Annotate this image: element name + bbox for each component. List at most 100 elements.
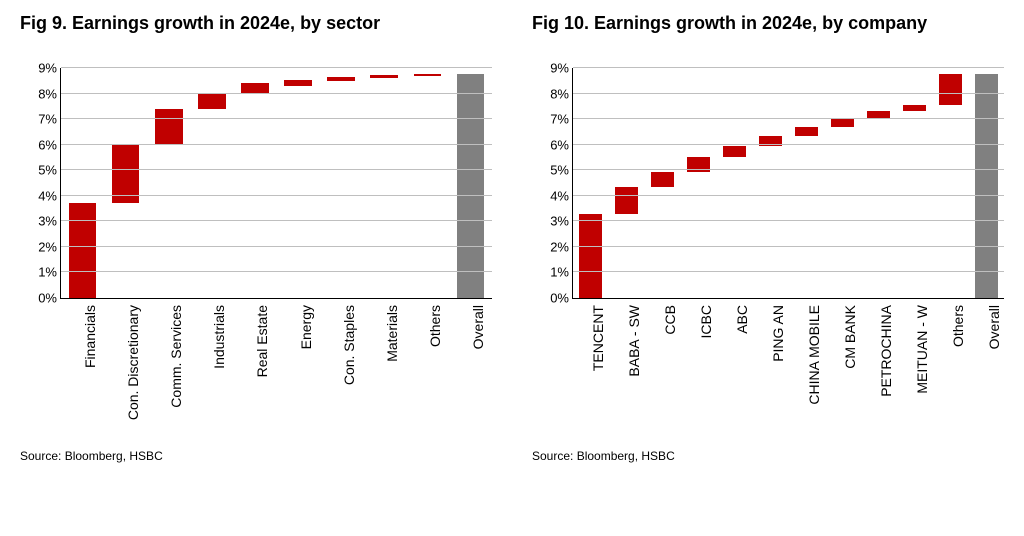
grid-line bbox=[61, 246, 492, 247]
x-tick-label: CCB bbox=[644, 305, 680, 445]
bar bbox=[69, 203, 97, 298]
bar-slot bbox=[61, 68, 104, 298]
grid-line bbox=[573, 67, 1004, 68]
y-tick-label: 6% bbox=[21, 137, 57, 152]
bar-slot bbox=[104, 68, 147, 298]
x-tick-label: Energy bbox=[276, 305, 319, 445]
grid-line bbox=[61, 271, 492, 272]
grid-line bbox=[573, 195, 1004, 196]
x-tick-label: Comm. Services bbox=[146, 305, 189, 445]
y-tick-label: 5% bbox=[21, 163, 57, 178]
grid-line bbox=[573, 169, 1004, 170]
y-tick-label: 2% bbox=[21, 239, 57, 254]
x-tick-label: TENCENT bbox=[572, 305, 608, 445]
bar bbox=[723, 146, 746, 158]
bar-slot bbox=[896, 68, 932, 298]
panels-row: Fig 9. Earnings growth in 2024e, by sect… bbox=[20, 12, 1004, 463]
bar-slot bbox=[753, 68, 789, 298]
x-tick-label: Overall bbox=[968, 305, 1004, 445]
bar bbox=[903, 105, 926, 111]
bar bbox=[975, 74, 998, 298]
bar-slot bbox=[190, 68, 233, 298]
x-tick-label: Real Estate bbox=[233, 305, 276, 445]
x-tick-label: PETROCHINA bbox=[860, 305, 896, 445]
grid-line bbox=[573, 93, 1004, 94]
y-tick-label: 0% bbox=[533, 291, 569, 306]
bar-slot bbox=[860, 68, 896, 298]
bar bbox=[198, 94, 226, 109]
grid-line bbox=[573, 144, 1004, 145]
x-tick-label: MEITUAN - W bbox=[896, 305, 932, 445]
fig9-bars bbox=[61, 68, 492, 298]
y-tick-label: 4% bbox=[21, 188, 57, 203]
bar-slot bbox=[233, 68, 276, 298]
x-tick-label: Con. Staples bbox=[319, 305, 362, 445]
x-tick-label: PING AN bbox=[752, 305, 788, 445]
y-tick-label: 9% bbox=[21, 61, 57, 76]
y-tick-label: 5% bbox=[533, 163, 569, 178]
y-tick-label: 1% bbox=[21, 265, 57, 280]
grid-line bbox=[573, 118, 1004, 119]
y-tick-label: 0% bbox=[21, 291, 57, 306]
fig10-plot bbox=[573, 68, 1004, 298]
bar-slot bbox=[363, 68, 406, 298]
x-tick-label: Others bbox=[406, 305, 449, 445]
y-tick-label: 3% bbox=[533, 214, 569, 229]
y-tick-label: 7% bbox=[21, 112, 57, 127]
bar bbox=[370, 75, 398, 78]
bar-slot bbox=[932, 68, 968, 298]
grid-line bbox=[61, 169, 492, 170]
bar-slot bbox=[968, 68, 1004, 298]
fig10-title: Fig 10. Earnings growth in 2024e, by com… bbox=[532, 12, 1004, 58]
y-tick-label: 4% bbox=[533, 188, 569, 203]
x-tick-label: BABA - SW bbox=[608, 305, 644, 445]
fig9-source: Source: Bloomberg, HSBC bbox=[20, 449, 492, 463]
bar-slot bbox=[276, 68, 319, 298]
x-tick-label: Financials bbox=[60, 305, 103, 445]
x-tick-label: Industrials bbox=[190, 305, 233, 445]
bar bbox=[795, 127, 818, 136]
fig9-plot bbox=[61, 68, 492, 298]
fig10-xlabels: TENCENTBABA - SWCCBICBCABCPING ANCHINA M… bbox=[572, 305, 1004, 445]
grid-line bbox=[61, 195, 492, 196]
bar bbox=[615, 187, 638, 214]
bar-slot bbox=[573, 68, 609, 298]
fig10-source: Source: Bloomberg, HSBC bbox=[532, 449, 1004, 463]
fig9-panel: Fig 9. Earnings growth in 2024e, by sect… bbox=[20, 12, 492, 463]
grid-line bbox=[61, 118, 492, 119]
bar-slot bbox=[645, 68, 681, 298]
x-tick-label: CM BANK bbox=[824, 305, 860, 445]
x-tick-label: CHINA MOBILE bbox=[788, 305, 824, 445]
y-tick-label: 8% bbox=[533, 86, 569, 101]
bar bbox=[651, 172, 674, 187]
fig10-panel: Fig 10. Earnings growth in 2024e, by com… bbox=[532, 12, 1004, 463]
fig9-chart: 0%1%2%3%4%5%6%7%8%9% bbox=[60, 68, 492, 299]
fig9-xlabels: FinancialsCon. DiscretionaryComm. Servic… bbox=[60, 305, 492, 445]
y-tick-label: 6% bbox=[533, 137, 569, 152]
y-tick-label: 1% bbox=[533, 265, 569, 280]
bar bbox=[284, 80, 312, 86]
bar bbox=[457, 74, 485, 298]
grid-line bbox=[61, 93, 492, 94]
fig9-title: Fig 9. Earnings growth in 2024e, by sect… bbox=[20, 12, 492, 58]
bar-slot bbox=[717, 68, 753, 298]
x-tick-label: Materials bbox=[362, 305, 405, 445]
bar-slot bbox=[406, 68, 449, 298]
x-tick-label: Others bbox=[932, 305, 968, 445]
bar bbox=[414, 74, 442, 77]
y-tick-label: 2% bbox=[533, 239, 569, 254]
y-tick-label: 3% bbox=[21, 214, 57, 229]
bar-slot bbox=[609, 68, 645, 298]
bar bbox=[155, 109, 183, 145]
bar-slot bbox=[789, 68, 825, 298]
x-tick-label: ICBC bbox=[680, 305, 716, 445]
bar-slot bbox=[449, 68, 492, 298]
bar bbox=[579, 214, 602, 298]
bar bbox=[939, 74, 962, 105]
bar-slot bbox=[320, 68, 363, 298]
x-tick-label: ABC bbox=[716, 305, 752, 445]
grid-line bbox=[61, 144, 492, 145]
y-tick-label: 7% bbox=[533, 112, 569, 127]
grid-line bbox=[61, 67, 492, 68]
grid-line bbox=[573, 271, 1004, 272]
